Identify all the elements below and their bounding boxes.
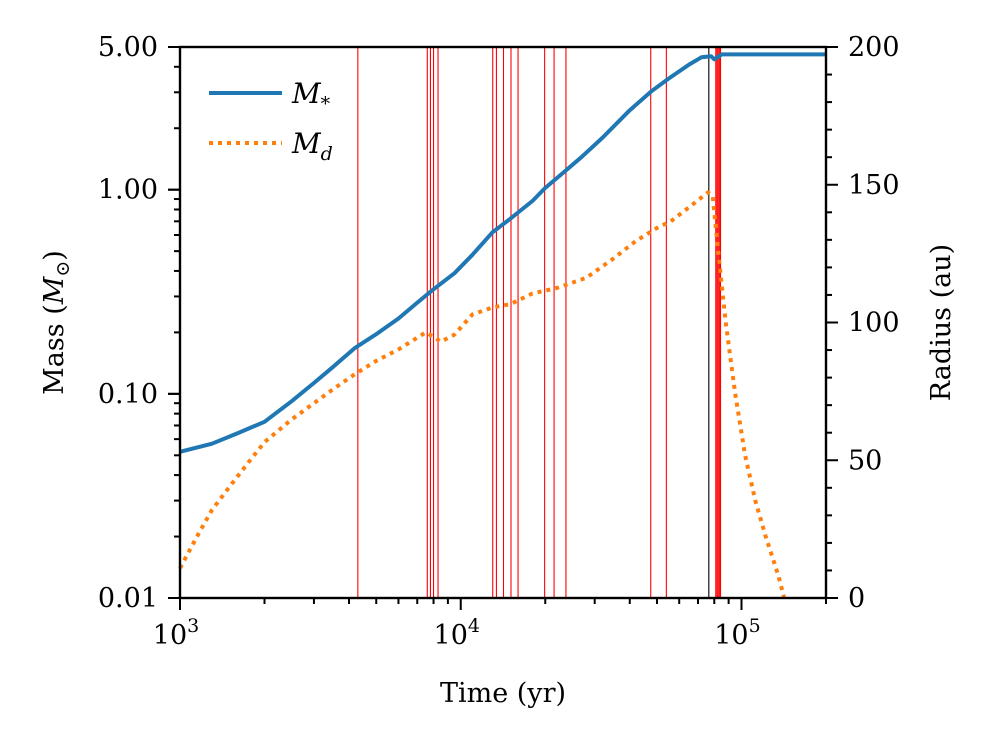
- legend-label-mdisk: Md: [291, 127, 333, 165]
- x-tick-label: 104: [434, 615, 480, 651]
- x-tick-label-base: 10: [714, 620, 748, 651]
- right-tick-label: 50: [848, 445, 882, 476]
- right-tick-label: 100: [848, 308, 900, 339]
- right-tick-label: 0: [848, 583, 865, 614]
- right-axis-title: Radius (au): [926, 244, 957, 401]
- x-tick-label: 103: [153, 615, 199, 651]
- left-tick-label: 0.01: [98, 583, 158, 614]
- left-axis-title: Mass (M⊙): [39, 250, 74, 395]
- x-tick-label-base: 10: [434, 620, 468, 651]
- x-tick-label-exponent: 4: [468, 615, 480, 637]
- x-tick-label-base: 10: [153, 620, 187, 651]
- x-tick-label: 105: [714, 615, 760, 651]
- series-line-mstar: [179, 52, 826, 454]
- right-tick-label: 150: [848, 170, 900, 201]
- legend-label-mstar: M*: [291, 77, 331, 115]
- event-lines: [357, 47, 722, 598]
- series-line-mdisk: [178, 190, 787, 599]
- x-tick-label-exponent: 3: [187, 615, 199, 637]
- left-tick-label: 0.10: [98, 379, 158, 410]
- right-tick-label: 200: [848, 32, 900, 63]
- legend: M* Md: [209, 77, 333, 165]
- left-tick-label: 1.00: [98, 175, 158, 206]
- x-axis-title: Time (yr): [440, 678, 566, 709]
- left-tick-label: 5.00: [98, 32, 158, 63]
- series-layer: [178, 52, 826, 599]
- axis-ticks: [168, 46, 838, 610]
- x-tick-label-exponent: 5: [749, 615, 761, 637]
